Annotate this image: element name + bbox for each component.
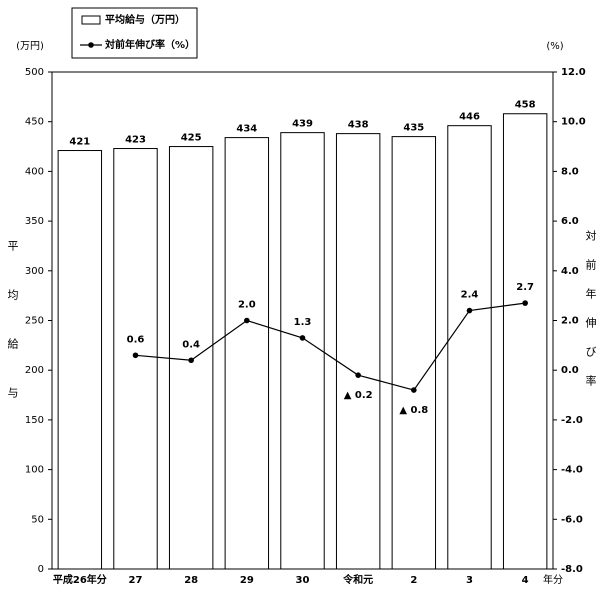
legend-label: 平均給与（万円） — [105, 13, 185, 26]
y2-tick-label: 2.0 — [561, 316, 579, 327]
y-tick-label: 450 — [25, 117, 44, 128]
line-value-label: 2.4 — [461, 290, 479, 301]
line-value-label: 2.7 — [516, 282, 534, 293]
line-point — [132, 352, 139, 359]
line-value-label: ▲ 0.2 — [344, 390, 373, 401]
bar-value-label: 439 — [292, 119, 313, 130]
bar-value-label: 434 — [236, 124, 257, 135]
x-tick-label: 令和元 — [342, 573, 373, 586]
y-tick-label: 100 — [25, 465, 44, 476]
y-tick-label: 50 — [31, 514, 44, 525]
y-tick-label: 500 — [25, 67, 44, 78]
legend-swatch-point — [88, 42, 94, 48]
line-value-label: 1.3 — [294, 317, 312, 328]
x-tick-label: 27 — [129, 575, 143, 586]
bar — [335, 133, 381, 570]
y-tick-label: 400 — [25, 166, 44, 177]
bar — [391, 136, 437, 570]
line-value-label: 0.4 — [182, 339, 200, 350]
bar-value-label: 435 — [403, 123, 424, 134]
bar — [447, 125, 492, 570]
y2-tick-label: -4.0 — [561, 465, 583, 476]
line-point — [299, 335, 306, 341]
x-tick-label: 4 — [522, 575, 529, 586]
bar-value-label: 438 — [348, 120, 369, 131]
x-tick-label: 28 — [184, 575, 198, 586]
bar-value-label: 458 — [515, 100, 536, 111]
x-axis-title: 年分 — [543, 573, 563, 586]
y-axis-title: 平均給与 — [6, 240, 19, 436]
y2-tick-label: 0.0 — [561, 365, 579, 376]
bar — [502, 113, 548, 570]
y2-tick-label: 6.0 — [561, 216, 579, 227]
x-tick-label: 3 — [466, 575, 473, 586]
x-tick-label: 30 — [296, 575, 310, 586]
y-tick-label: 250 — [25, 316, 44, 327]
y-tick-label: 150 — [25, 415, 44, 426]
y2-tick-label: 4.0 — [561, 266, 579, 277]
y2-tick-label: 10.0 — [561, 117, 586, 128]
bar — [57, 150, 103, 570]
bar-value-label: 425 — [181, 133, 202, 144]
bar — [224, 137, 270, 570]
bar-value-label: 446 — [459, 112, 480, 123]
line-value-label: 2.0 — [238, 300, 256, 311]
y2-tick-label: -8.0 — [561, 564, 583, 575]
line-point — [522, 300, 528, 306]
line-point — [244, 317, 250, 324]
y-tick-label: 200 — [25, 365, 44, 376]
x-tick-label: 2 — [410, 575, 417, 586]
bar — [280, 132, 325, 570]
y2-axis-title: 対前年伸び率 — [584, 229, 597, 404]
x-tick-label: 平成26年分 — [53, 573, 107, 586]
line-point — [466, 307, 473, 314]
line-point — [188, 357, 194, 364]
bar-value-label: 423 — [125, 135, 146, 146]
line — [135, 302, 526, 391]
y-tick-label: 0 — [38, 564, 44, 575]
y2-tick-label: 8.0 — [561, 166, 579, 177]
line-point — [411, 387, 417, 393]
y2-tick-label: -2.0 — [561, 415, 583, 426]
y2-tick-label: 12.0 — [561, 67, 586, 78]
y2-tick-label: -6.0 — [561, 514, 583, 525]
legend-swatch — [81, 15, 101, 25]
x-tick-label: 29 — [240, 575, 254, 586]
legend-label: 対前年伸び率（%） — [104, 38, 195, 51]
y-tick-label: 350 — [25, 216, 44, 227]
bar — [113, 148, 158, 570]
line-point — [355, 372, 361, 378]
line-value-label: ▲ 0.8 — [399, 405, 428, 416]
bar-value-label: 421 — [69, 137, 90, 148]
y-tick-label: 300 — [25, 266, 44, 277]
y-unit: (万円) — [16, 41, 44, 52]
y2-unit: (%) — [546, 41, 563, 52]
line-value-label: 0.6 — [127, 334, 145, 345]
